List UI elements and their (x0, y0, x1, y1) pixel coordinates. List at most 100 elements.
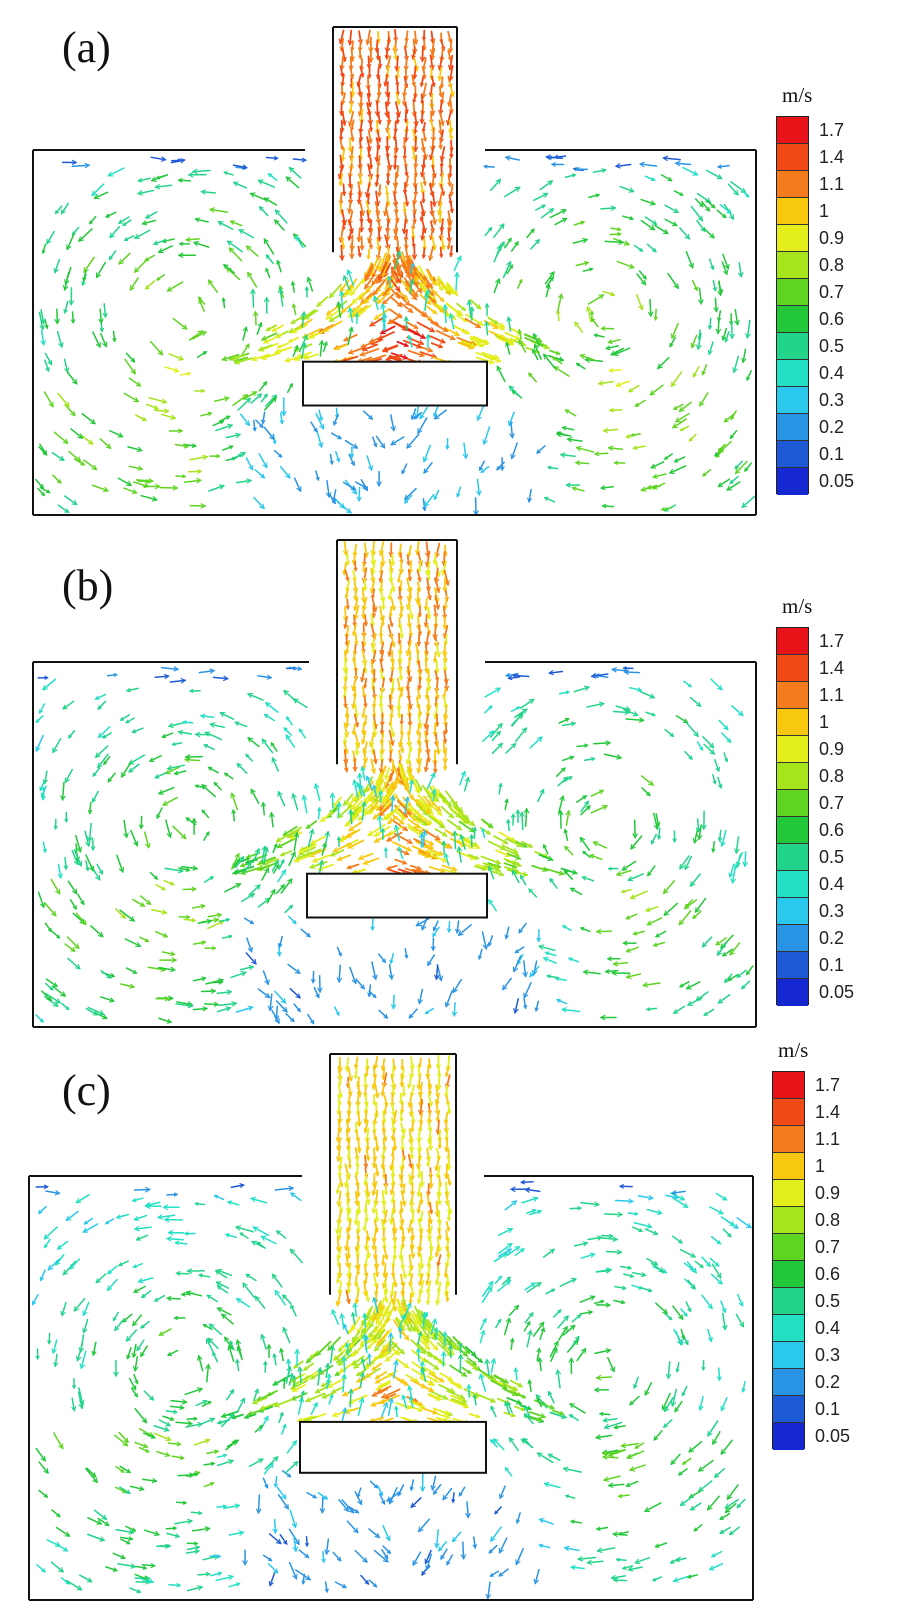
panel-label: (a) (62, 23, 111, 72)
geometry-outline (28, 1053, 754, 1601)
colorbar-tick-label: 1.7 (815, 1075, 841, 1095)
colorbar-unit-label: m/s (782, 83, 813, 107)
colorbar-tick-label: 0.1 (815, 1399, 841, 1419)
colorbar-tick-label: 1.4 (819, 658, 845, 678)
colorbar-tick-label: 1.7 (819, 120, 845, 140)
colorbar-tick-label: 0.4 (815, 1318, 841, 1338)
colorbar-swatch (773, 1153, 804, 1180)
panel-label: (b) (62, 561, 114, 610)
colorbar (776, 627, 809, 1006)
arrows (35, 540, 754, 1025)
colorbar-swatch (773, 1396, 804, 1423)
colorbar (776, 116, 809, 495)
colorbar-tick-label: 0.7 (815, 1237, 841, 1257)
arrows (31, 1054, 752, 1600)
colorbar-tick-label: 0.9 (819, 228, 845, 248)
colorbar-tick-label: 0.4 (819, 363, 845, 383)
colorbar-swatch (777, 252, 808, 279)
colorbar-tick-label: 0.3 (815, 1345, 841, 1365)
colorbar-tick-label: 0.6 (815, 1264, 841, 1284)
geometry-outline (32, 26, 757, 516)
colorbar-swatch (777, 709, 808, 736)
colorbar-swatch (777, 790, 808, 817)
colorbar-tick-label: 0.7 (819, 793, 845, 813)
colorbar-tick-label: 1.7 (819, 631, 845, 651)
colorbar-swatch (773, 1342, 804, 1369)
colorbar-tick-label: 1.1 (815, 1129, 841, 1149)
colorbar-swatch (777, 952, 808, 979)
colorbar-swatch (777, 360, 808, 387)
colorbar-swatch (777, 628, 808, 655)
panel-label: (c) (62, 1066, 111, 1115)
colorbar-tick-label: 0.05 (819, 982, 855, 1002)
arrows (35, 28, 756, 516)
colorbar-swatch (777, 306, 808, 333)
colorbar-tick-label: 1.1 (819, 174, 845, 194)
colorbar-swatch (773, 1207, 804, 1234)
colorbar-swatch (777, 898, 808, 925)
obstacle (302, 360, 488, 407)
colorbar-swatch (777, 844, 808, 871)
colorbar-swatch (777, 441, 808, 468)
colorbar-tick-label: 0.2 (819, 928, 845, 948)
colorbar-tick-label: 1.1 (819, 685, 845, 705)
colorbar-swatch (777, 817, 808, 844)
colorbar-tick-label: 1 (819, 201, 830, 221)
colorbar-swatch (777, 655, 808, 682)
colorbar-swatch (773, 1288, 804, 1315)
colorbar-swatch (777, 279, 808, 306)
geometry-outline (32, 539, 757, 1028)
colorbar-swatch (777, 925, 808, 952)
colorbar-swatch (777, 736, 808, 763)
colorbar-swatch (777, 414, 808, 441)
colorbar-swatch (773, 1180, 804, 1207)
colorbar-tick-label: 0.4 (819, 874, 845, 894)
colorbar-swatch (773, 1126, 804, 1153)
colorbar-tick-label: 1.4 (815, 1102, 841, 1122)
colorbar-swatch (777, 387, 808, 414)
colorbar-swatch (777, 333, 808, 360)
colorbar-swatch (777, 225, 808, 252)
colorbar-swatch (777, 117, 808, 144)
colorbar-swatch (777, 468, 808, 495)
colorbar-tick-label: 0.5 (819, 336, 845, 356)
colorbar-swatch (777, 171, 808, 198)
colorbar-tick-label: 0.2 (819, 417, 845, 437)
colorbar-swatch (777, 682, 808, 709)
colorbar-tick-label: 0.05 (819, 471, 855, 491)
colorbar-unit-label: m/s (782, 594, 813, 618)
obstacle (299, 1420, 487, 1474)
colorbar-tick-label: 0.1 (819, 955, 845, 975)
colorbar-swatch (773, 1369, 804, 1396)
colorbar-tick-label: 0.2 (815, 1372, 841, 1392)
colorbar-swatch (773, 1261, 804, 1288)
colorbar-tick-label: 0.8 (819, 255, 845, 275)
colorbar-tick-label: 0.9 (815, 1183, 841, 1203)
colorbar-swatch (777, 871, 808, 898)
colorbar-tick-label: 0.6 (819, 309, 845, 329)
colorbar-tick-label: 0.9 (819, 739, 845, 759)
colorbar (772, 1071, 805, 1450)
colorbar-tick-label: 0.3 (819, 901, 845, 921)
colorbar-swatch (773, 1315, 804, 1342)
colorbar-tick-label: 0.8 (815, 1210, 841, 1230)
colorbar-tick-label: 0.3 (819, 390, 845, 410)
colorbar-swatch (773, 1072, 804, 1099)
colorbar-tick-label: 0.1 (819, 444, 845, 464)
colorbar-unit-label: m/s (778, 1038, 809, 1062)
colorbar-swatch (777, 198, 808, 225)
colorbar-tick-label: 0.5 (819, 847, 845, 867)
colorbar-swatch (773, 1423, 804, 1450)
colorbar-tick-label: 0.6 (819, 820, 845, 840)
colorbar-tick-label: 0.5 (815, 1291, 841, 1311)
colorbar-swatch (777, 144, 808, 171)
colorbar-tick-label: 1 (819, 712, 830, 732)
colorbar-tick-label: 0.05 (815, 1426, 851, 1446)
colorbar-swatch (773, 1099, 804, 1126)
colorbar-tick-label: 1 (815, 1156, 826, 1176)
